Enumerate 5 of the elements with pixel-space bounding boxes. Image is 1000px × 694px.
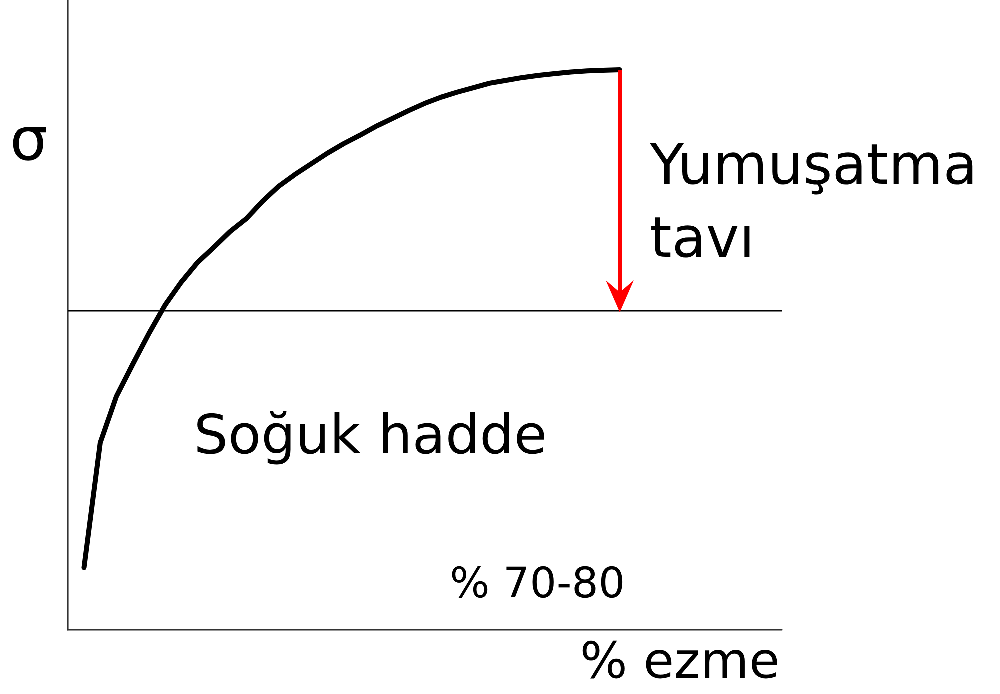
annotation: Soğuk hadde: [194, 404, 548, 466]
annotation: Yumuşatma tavı: [649, 133, 996, 271]
x-axis-title: % ezme: [580, 632, 780, 690]
annotation: % 70-80: [450, 558, 626, 608]
y-axis-title: σ: [10, 105, 48, 175]
